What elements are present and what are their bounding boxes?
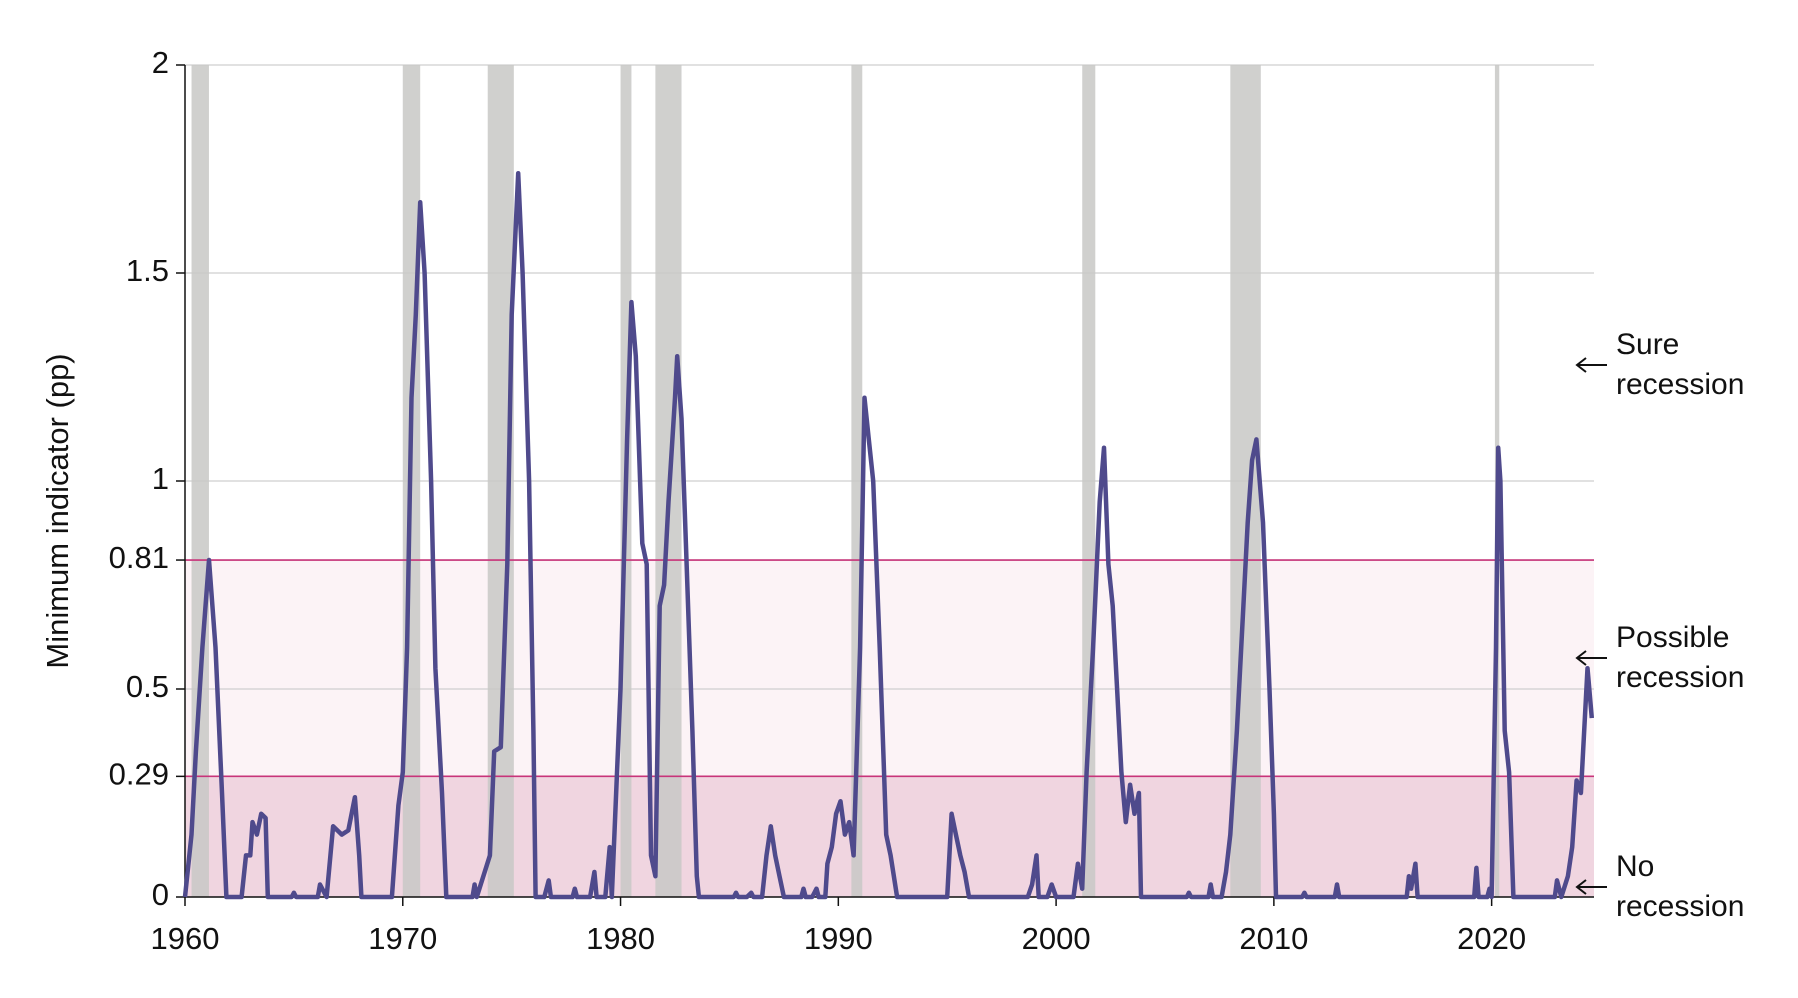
x-tick-label: 2020 bbox=[1457, 921, 1526, 956]
arrow-head bbox=[1575, 879, 1587, 895]
y-tick-label: 1 bbox=[152, 461, 169, 496]
x-tick-label: 1980 bbox=[586, 921, 655, 956]
annotation: Possible recession bbox=[1616, 621, 1745, 694]
y-tick-label: 0.5 bbox=[126, 669, 169, 704]
y-axis-label: Minimum indicator (pp) bbox=[40, 353, 75, 668]
arrow-head bbox=[1575, 650, 1587, 666]
x-tick-label: 1960 bbox=[151, 921, 220, 956]
x-tick-label: 1970 bbox=[368, 921, 437, 956]
x-tick-label: 1990 bbox=[804, 921, 873, 956]
y-tick-label: 0.81 bbox=[109, 540, 169, 575]
recession-band bbox=[191, 65, 209, 897]
annotation: Sure recession bbox=[1616, 328, 1745, 401]
recession-band bbox=[851, 65, 863, 897]
y-tick-label: 2 bbox=[152, 45, 169, 80]
x-tick-label: 2010 bbox=[1239, 921, 1308, 956]
annotation: No recession bbox=[1616, 850, 1745, 923]
zone bbox=[185, 560, 1594, 777]
y-tick-label: 0.29 bbox=[109, 757, 169, 792]
indicator-line bbox=[182, 170, 1595, 900]
arrow-head bbox=[1575, 357, 1587, 373]
y-tick-label: 1.5 bbox=[126, 253, 169, 288]
y-tick-label: 0 bbox=[152, 877, 169, 912]
x-tick-label: 2000 bbox=[1022, 921, 1091, 956]
